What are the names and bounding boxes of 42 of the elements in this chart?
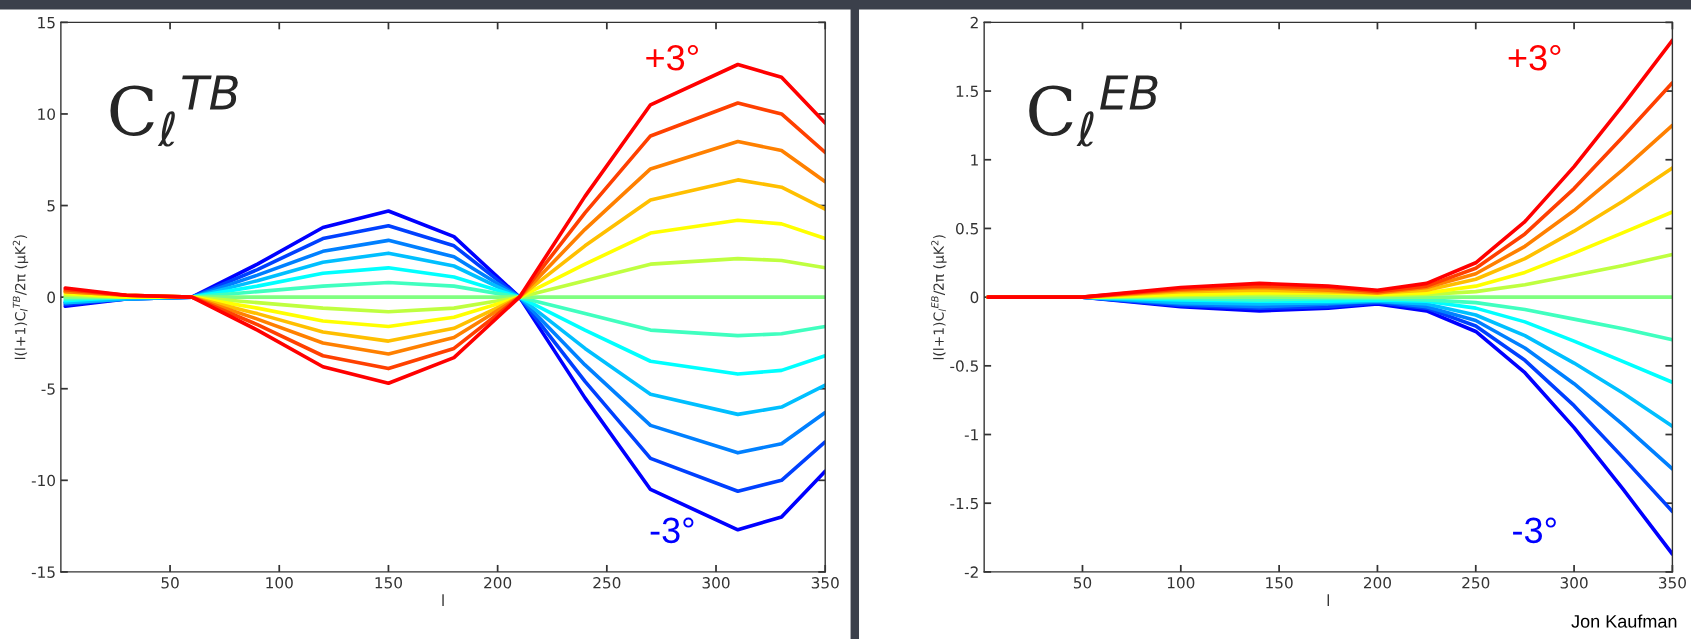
x-tick-label: 350 [1658,577,1686,589]
x-axis-title: l [442,594,444,606]
y-tick-label: 5 [47,200,55,212]
x-axis-title: l [1327,594,1329,606]
x-tick-label: 300 [1560,577,1588,589]
series-label: -3° [650,517,694,544]
y-tick-label: 1.5 [956,85,978,98]
y-tick-label: 10 [38,108,55,120]
series-label: +3° [646,44,698,71]
line-series [986,38,1673,299]
text: C$_{ℓ}$$^{EB}$ [1029,75,1158,147]
x-tick-label: 300 [702,577,730,589]
x-tick-label: 150 [1266,577,1293,589]
x-tick-label: 100 [1167,577,1195,589]
y-tick-label: 0 [47,291,55,304]
y-axis-title: l(l+1)C$_{l}$$^{TB}$/2π (μK$^{2}$) [12,235,29,360]
y-tick-label: -1 [964,429,978,441]
series-label: -3° [1513,517,1556,544]
y-tick-label: -2 [964,566,978,578]
x-tick-label: 100 [266,577,293,589]
y-tick-label: 2 [970,16,978,29]
y-tick-label: 15 [38,17,55,29]
y-tick-label: -10 [31,474,55,487]
x-tick-label: 200 [484,577,512,589]
y-tick-label: -15 [31,566,55,578]
text: Jon Kaufman [1571,614,1677,628]
x-tick-label: 50 [1073,577,1092,589]
y-tick-label: 1 [971,154,978,166]
x-tick-label: 200 [1363,577,1392,589]
x-tick-label: 250 [1462,577,1490,589]
x-tick-label: 250 [593,577,621,589]
x-tick-label: 50 [161,577,179,589]
x-tick-label: 350 [811,577,839,589]
y-tick-label: 0 [970,291,979,304]
text: C$_{ℓ}$$^{TB}$ [110,75,238,147]
x-tick-label: 150 [375,577,403,589]
y-axis-title: l(l+1)C$_{l}$$^{EB}$/2π (μK$^{2}$) [931,235,947,360]
y-tick-label: -0.5 [950,360,978,372]
y-tick-label: -1.5 [950,497,978,510]
series-label: +3° [1508,44,1561,71]
y-tick-label: 0.5 [956,222,978,235]
y-tick-label: -5 [41,383,55,395]
